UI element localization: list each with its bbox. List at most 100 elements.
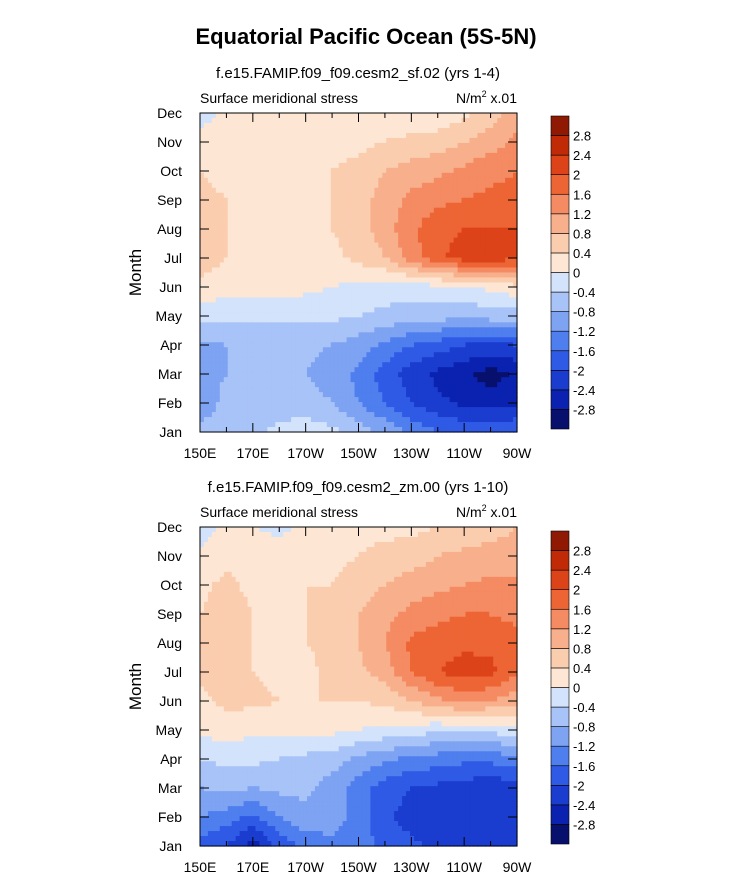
field-cell [219,172,225,179]
field-cell [283,372,288,378]
field-cell [263,182,268,189]
field-cell [279,267,284,274]
field-cell [330,352,336,358]
field-cell [390,277,395,284]
field-cell [366,302,371,308]
field-cell [251,177,257,184]
field-cell [255,342,261,348]
field-cell [287,382,292,388]
field-cell [366,337,371,343]
field-cell [267,222,272,229]
field-cell [505,407,510,413]
field-cell [445,257,451,264]
field-cell [366,322,371,328]
field-cell [326,337,332,343]
field-cell [310,362,316,368]
field-cell [287,202,292,209]
field-cell [378,377,383,383]
field-cell [425,222,431,229]
field-cell [299,297,304,303]
field-cell [275,297,280,303]
field-cell [310,187,316,194]
field-cell [406,287,411,294]
field-cell [306,192,312,199]
field-cell [259,277,264,284]
field-cell [342,142,348,149]
field-cell [362,347,368,353]
field-cell [239,187,245,194]
field-cell [310,387,316,393]
field-cell [413,182,419,189]
field-cell [346,247,352,254]
field-cell [445,157,451,164]
field-cell [303,292,308,299]
field-cell [493,332,498,338]
field-cell [481,267,486,274]
field-cell [433,247,439,254]
field-cell [271,147,276,154]
field-cell [445,282,451,289]
field-cell [473,247,478,254]
field-cell [421,122,427,129]
field-cell [207,352,213,358]
field-cell [215,347,221,353]
field-cell [263,302,268,308]
field-cell [255,113,261,119]
field-cell [322,192,328,199]
field-cell [299,227,304,234]
field-cell [406,247,411,254]
field-cell [366,117,371,124]
field-cell [449,372,455,378]
field-cell [223,227,229,234]
field-cell [481,197,486,204]
field-cell [394,287,399,294]
field-cell [326,113,332,119]
field-cell [247,372,253,378]
field-cell [287,247,292,254]
field-cell [275,372,280,378]
field-cell [421,357,427,363]
field-cell [338,317,344,323]
field-cell [497,207,502,214]
field-cell [398,272,403,279]
field-cell [215,182,221,189]
field-cell [410,387,415,393]
field-cell [287,267,292,274]
field-cell [203,257,209,264]
field-cell [203,292,209,299]
field-cell [501,172,506,179]
field-cell [350,372,356,378]
field-cell [267,357,272,363]
field-cell [378,127,383,134]
field-cell [421,412,427,418]
field-cell [243,397,249,403]
field-cell [342,157,348,164]
field-cell [247,342,253,348]
field-cell [299,217,304,224]
field-cell [200,412,205,418]
field-cell [453,217,459,224]
field-cell [354,272,360,279]
field-cell [326,157,332,164]
field-cell [457,347,463,353]
field-cell [318,217,324,224]
field-cell [370,332,375,338]
field-cell [219,137,225,144]
field-cell [318,342,324,348]
field-cell [310,352,316,358]
field-cell [251,152,257,159]
field-cell [406,332,411,338]
field-cell [227,162,233,169]
field-cell [334,367,340,373]
field-cell [203,372,209,378]
field-cell [342,362,348,368]
field-cell [505,117,510,124]
field-cell [477,162,482,169]
field-cell [513,222,518,229]
field-cell [501,382,506,388]
field-cell [334,202,340,209]
field-cell [378,167,383,174]
field-cell [493,347,498,353]
field-cell [306,287,312,294]
field-cell [354,222,360,229]
